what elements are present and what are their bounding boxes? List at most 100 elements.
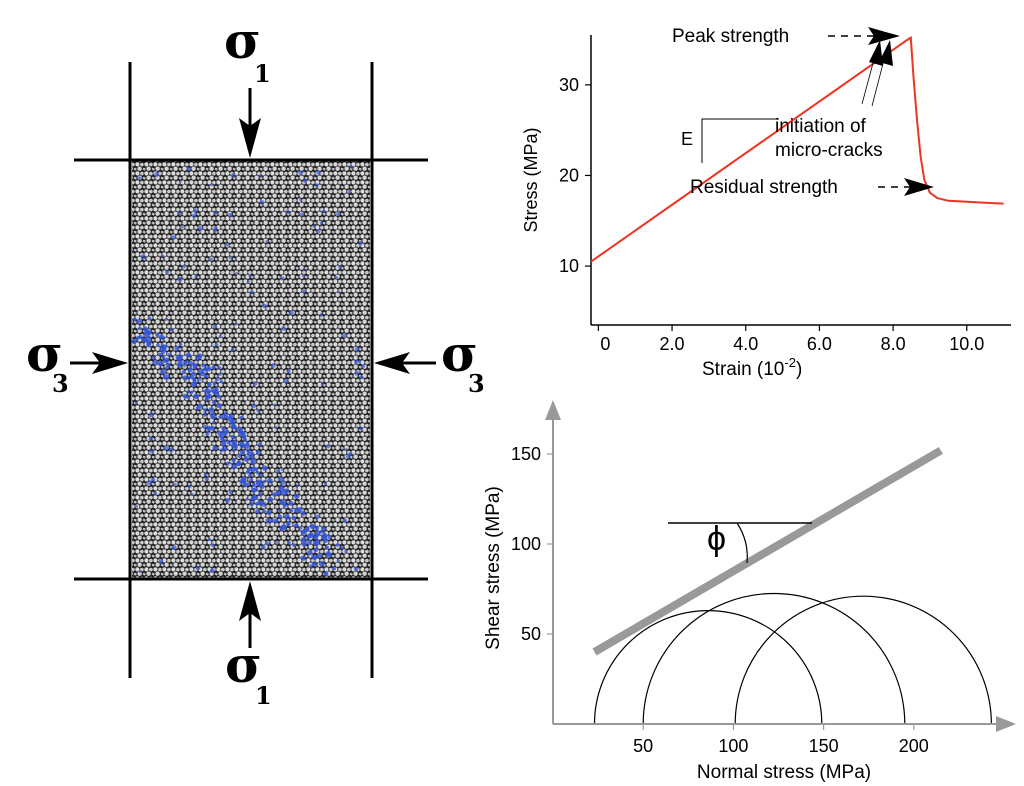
crack-particle [174, 346, 180, 352]
crack-particle [185, 352, 192, 358]
sigma1-bottom-arrowhead-icon [239, 581, 261, 621]
crack-particle [225, 497, 231, 503]
crack-particle [311, 561, 317, 567]
crack-particle [302, 274, 305, 278]
crack-particle [306, 549, 313, 556]
crack-particle [325, 550, 331, 557]
crack-particle [291, 515, 297, 521]
crack-particle [288, 500, 294, 506]
crack-particle [215, 377, 220, 382]
crack-particle [278, 509, 282, 513]
crack-particle [251, 487, 257, 493]
crack-particle [324, 545, 329, 550]
crack-particle [178, 211, 182, 216]
crack-particle [250, 455, 255, 460]
sigma3-right-symbol: σ [441, 324, 478, 383]
crack-particle [359, 426, 364, 431]
crack-particle [182, 364, 187, 368]
crack-particle [219, 380, 224, 384]
crack-particle [134, 504, 139, 508]
crack-particle [300, 536, 307, 543]
crack-particle [322, 209, 326, 214]
crack-particle [158, 559, 164, 564]
crack-particle [152, 359, 159, 366]
crack-particle [297, 506, 303, 513]
crack-particle [192, 381, 198, 387]
modulus-e-label: E [681, 129, 693, 149]
crack-particle [305, 526, 310, 530]
crack-particle [236, 427, 243, 433]
crack-particle [237, 453, 242, 458]
crack-particle [338, 265, 343, 269]
crack-particle [255, 495, 259, 499]
crack-particle [300, 555, 306, 561]
crack-particle [204, 397, 209, 402]
sigma1-bottom-symbol: σ [225, 635, 262, 694]
peak-strength-arrowhead-icon [868, 27, 900, 45]
crack-particle [211, 365, 216, 370]
crack-particle [228, 256, 233, 260]
mohr-x-ticks: 50 100 150 200 [633, 724, 929, 756]
crack-particle [216, 402, 222, 409]
crack-particle [277, 514, 283, 519]
crack-particle [151, 355, 156, 360]
crack-particle [178, 342, 183, 347]
sigma1-bottom-subscript: 1 [255, 681, 272, 710]
mohr-y-axis-label: Shear stress (MPa) [483, 486, 504, 650]
failure-envelope-line [592, 446, 943, 656]
crack-particle [344, 549, 348, 554]
crack-particle [292, 543, 297, 548]
crack-particle [159, 346, 166, 353]
crack-particle [300, 511, 306, 516]
crack-particle [302, 542, 307, 547]
crack-particle [274, 540, 279, 545]
crack-particle [307, 533, 311, 538]
crack-particle [197, 377, 202, 382]
crack-particle [227, 212, 233, 218]
crack-particle [249, 501, 255, 507]
crack-particle [316, 170, 321, 175]
crack-particle [188, 375, 192, 380]
crack-particle [158, 352, 162, 357]
crack-particle [221, 413, 227, 420]
crack-particle [240, 449, 246, 456]
ss-y-tick-label: 30 [559, 75, 579, 95]
crack-particle [239, 415, 244, 420]
crack-particle [217, 365, 222, 371]
crack-particle [247, 451, 253, 458]
crack-particle [141, 337, 147, 343]
mohr-y-tick-label: 100 [511, 534, 541, 554]
crack-particle [170, 235, 176, 241]
crack-particle [265, 541, 270, 546]
crack-particle [251, 483, 256, 487]
micro-crack-arrowhead-1-icon [869, 40, 883, 66]
crack-particle [303, 178, 308, 183]
crack-particle [163, 445, 169, 451]
crack-particle [242, 482, 248, 488]
micro-cracks-annotation-line1: initiation of [775, 116, 867, 137]
crack-particle [280, 468, 285, 472]
crack-particle [228, 490, 233, 495]
crack-particle [312, 224, 317, 228]
crack-particle [286, 369, 291, 374]
residual-strength-annotation: Residual strength [690, 177, 838, 198]
crack-particle [340, 546, 344, 550]
crack-particle [309, 564, 313, 568]
crack-particle [265, 518, 271, 524]
crack-particle [186, 389, 191, 394]
crack-particle [161, 355, 165, 360]
crack-particle [148, 412, 154, 418]
crack-particle [138, 335, 143, 340]
crack-particle [280, 480, 286, 486]
crack-particle [173, 482, 177, 486]
sigma1-top-arrowhead-icon [239, 118, 261, 158]
crack-particle [188, 360, 194, 366]
crack-particle [203, 363, 207, 368]
crack-particle [221, 426, 226, 431]
sigma3-left-symbol: σ [26, 324, 63, 383]
mohr-x-axis-label: Normal stress (MPa) [697, 762, 871, 783]
crack-particle [210, 543, 215, 548]
ss-x-axis-label: Strain (10-2) [702, 355, 802, 380]
ss-x-tick-label: 0 [600, 334, 610, 354]
crack-particle [298, 170, 303, 176]
